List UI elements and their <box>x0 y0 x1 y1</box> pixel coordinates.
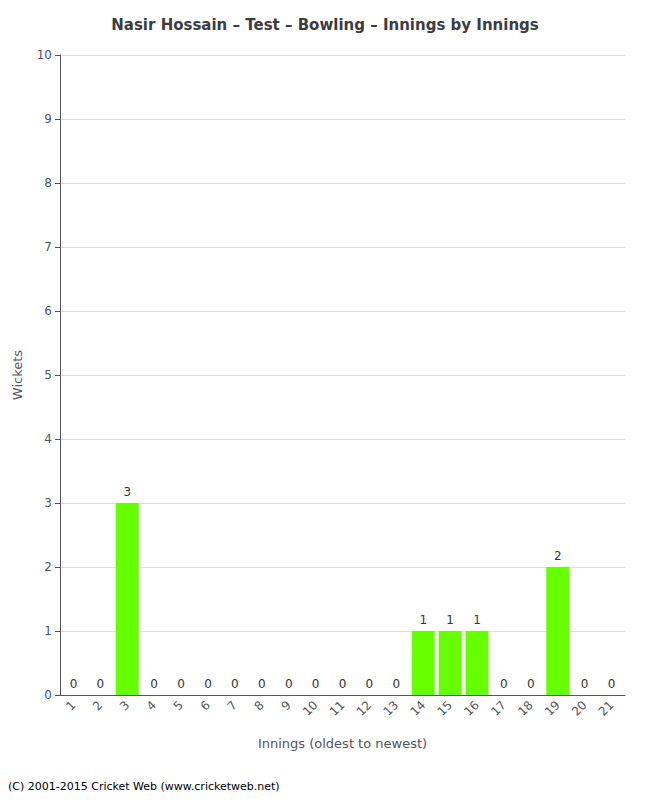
svg-text:Nasir Hossain – Test – Bowling: Nasir Hossain – Test – Bowling – Innings… <box>111 16 539 34</box>
svg-text:8: 8 <box>251 698 266 713</box>
svg-text:0: 0 <box>231 677 239 691</box>
svg-text:0: 0 <box>500 677 508 691</box>
svg-text:0: 0 <box>258 677 266 691</box>
svg-text:3: 3 <box>44 496 52 510</box>
svg-text:7: 7 <box>225 698 240 713</box>
svg-text:0: 0 <box>339 677 347 691</box>
svg-text:21: 21 <box>596 698 617 719</box>
svg-text:6: 6 <box>44 304 52 318</box>
svg-text:(C) 2001-2015 Cricket Web (www: (C) 2001-2015 Cricket Web (www.cricketwe… <box>8 780 280 793</box>
svg-text:5: 5 <box>44 368 52 382</box>
svg-text:0: 0 <box>366 677 374 691</box>
svg-text:14: 14 <box>407 698 428 719</box>
svg-text:0: 0 <box>392 677 400 691</box>
svg-text:15: 15 <box>434 698 455 719</box>
svg-text:2: 2 <box>44 560 52 574</box>
svg-text:19: 19 <box>542 698 563 719</box>
svg-text:0: 0 <box>204 677 212 691</box>
svg-text:0: 0 <box>312 677 320 691</box>
svg-text:3: 3 <box>123 485 131 499</box>
svg-text:16: 16 <box>461 698 482 719</box>
svg-text:8: 8 <box>44 176 52 190</box>
svg-text:7: 7 <box>44 240 52 254</box>
svg-text:20: 20 <box>569 698 590 719</box>
svg-text:4: 4 <box>144 698 159 713</box>
svg-text:Wickets: Wickets <box>10 350 25 400</box>
svg-text:9: 9 <box>44 112 52 126</box>
svg-text:2: 2 <box>554 549 562 563</box>
svg-text:Innings (oldest to newest): Innings (oldest to newest) <box>258 736 427 751</box>
svg-text:0: 0 <box>608 677 616 691</box>
svg-text:0: 0 <box>527 677 535 691</box>
svg-text:1: 1 <box>473 613 481 627</box>
svg-text:5: 5 <box>171 698 186 713</box>
svg-text:1: 1 <box>446 613 454 627</box>
svg-text:1: 1 <box>419 613 427 627</box>
svg-text:0: 0 <box>285 677 293 691</box>
svg-text:12: 12 <box>354 698 375 719</box>
svg-text:2: 2 <box>90 698 105 713</box>
svg-text:3: 3 <box>117 698 132 713</box>
svg-text:11: 11 <box>327 698 348 719</box>
svg-text:1: 1 <box>44 624 52 638</box>
svg-text:10: 10 <box>37 48 52 62</box>
svg-text:0: 0 <box>44 688 52 702</box>
svg-text:0: 0 <box>177 677 185 691</box>
svg-text:9: 9 <box>278 698 293 713</box>
svg-text:17: 17 <box>488 698 509 719</box>
svg-text:13: 13 <box>381 698 402 719</box>
svg-text:0: 0 <box>581 677 589 691</box>
svg-text:0: 0 <box>70 677 78 691</box>
svg-text:10: 10 <box>300 698 321 719</box>
svg-text:4: 4 <box>44 432 52 446</box>
svg-text:1: 1 <box>63 698 78 713</box>
svg-text:0: 0 <box>97 677 105 691</box>
svg-text:6: 6 <box>198 698 213 713</box>
svg-text:0: 0 <box>150 677 158 691</box>
svg-text:18: 18 <box>515 698 536 719</box>
